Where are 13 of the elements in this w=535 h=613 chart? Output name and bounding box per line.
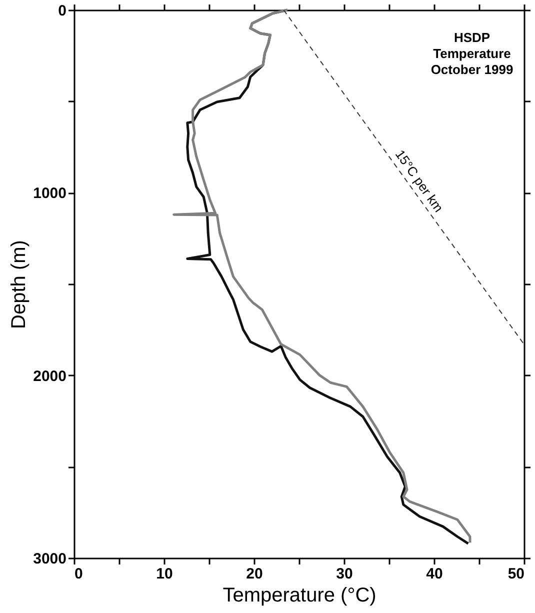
x-tick-label: 40 [426, 566, 443, 582]
y-tick-label: 1000 [33, 185, 66, 202]
x-tick-label: 10 [156, 566, 173, 582]
x-tick-label: 50 [508, 566, 524, 582]
y-tick-label: 0 [58, 2, 66, 20]
x-tick-label: 30 [336, 566, 353, 582]
y-tick-label: 2000 [33, 368, 66, 385]
y-axis-title: Depth (m) [8, 240, 30, 329]
y-tick-label: 3000 [33, 550, 66, 568]
x-tick-label: 0 [74, 566, 83, 582]
x-tick-label: 20 [246, 566, 263, 582]
x-axis-title: Temperature (°C) [222, 584, 376, 606]
text: HSDP Temperature October 1999 [430, 30, 514, 77]
